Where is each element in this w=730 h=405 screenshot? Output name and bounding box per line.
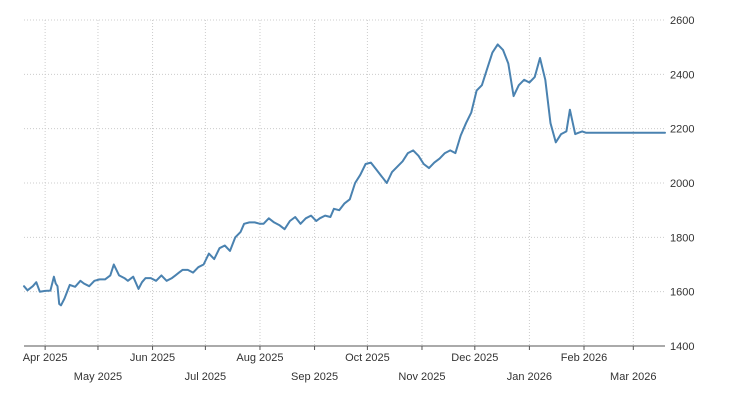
y-tick-label: 2000 (670, 178, 694, 190)
x-tick-label: Nov 2025 (398, 371, 445, 383)
x-tick-label: Dec 2025 (451, 352, 498, 364)
series-line-0 (23, 43, 666, 307)
y-tick-label: 2200 (670, 124, 694, 136)
x-tick-label: Feb 2026 (561, 352, 607, 364)
y-tick-label: 1600 (670, 287, 694, 299)
x-tick-label: Apr 2025 (23, 352, 68, 364)
y-tick-label: 1800 (670, 232, 694, 244)
x-tick-label: Jan 2026 (507, 371, 552, 383)
y-tick-label: 2400 (670, 69, 694, 81)
y-tick-label: 2600 (670, 15, 694, 27)
x-tick-label: Jul 2025 (185, 371, 227, 383)
y-tick-label: 1400 (670, 341, 694, 353)
grid-layer (24, 19, 665, 347)
x-tick-label: Oct 2025 (345, 352, 390, 364)
x-tick-label: Mar 2026 (610, 371, 656, 383)
series-layer (23, 43, 666, 307)
axis-layer: 1400 1600 1800 2000 2200 2400 2600 Apr 2025 May … (23, 15, 695, 383)
x-tick-label: Aug 2025 (236, 352, 283, 364)
x-tick-label: Jun 2025 (130, 352, 175, 364)
x-tick-label: May 2025 (74, 371, 122, 383)
x-tick-label: Sep 2025 (291, 371, 338, 383)
